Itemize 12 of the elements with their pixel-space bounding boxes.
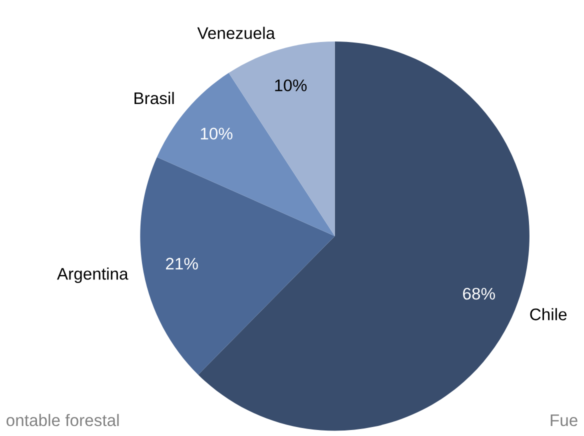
slice-label: Chile bbox=[530, 308, 567, 320]
slice-label: Argentina bbox=[56, 267, 128, 284]
text: ontable forestal bbox=[6, 414, 119, 426]
data-label: 21% bbox=[166, 258, 198, 270]
data-label: 68% bbox=[463, 288, 495, 300]
pie-slice bbox=[140, 157, 335, 375]
slice-label: Venezuela bbox=[197, 26, 276, 40]
slice-label: Brasil bbox=[134, 92, 174, 104]
data-label: 10% bbox=[275, 79, 307, 92]
data-label: 10% bbox=[200, 128, 232, 140]
text: Fue bbox=[550, 414, 578, 426]
pie-slice bbox=[198, 41, 530, 431]
